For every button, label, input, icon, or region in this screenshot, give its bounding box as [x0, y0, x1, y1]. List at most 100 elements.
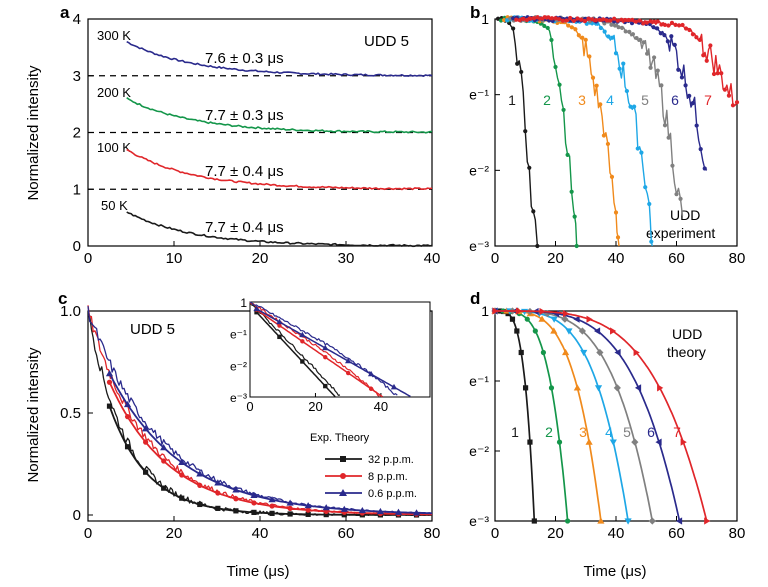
panel-c-theory-marker [412, 509, 421, 516]
panel-a-series-line [126, 40, 433, 77]
panel-b-series-line [506, 16, 653, 247]
panel-b-data-point [616, 25, 621, 30]
panel-b-data-point [606, 34, 611, 39]
panel-b-data-point [680, 22, 685, 28]
panel-a-ytick-label: 4 [73, 11, 81, 28]
panel-b-data-point [615, 18, 620, 23]
panel-d-series-marker [524, 316, 530, 322]
panel-a-xtick-label: 10 [166, 250, 183, 267]
panel-b-data-point [527, 165, 532, 170]
panel-c-theory-marker [233, 508, 239, 514]
panel-b-data-point [711, 71, 717, 77]
panel-b-data-point [647, 201, 652, 207]
panel-c-theory-marker [269, 503, 275, 509]
panel-d-series-marker [596, 348, 604, 357]
panel-b-data-point [528, 16, 533, 21]
panel-b-series-line [509, 16, 684, 216]
panel-c-theory-marker [233, 496, 239, 502]
panel-d-series-marker [594, 385, 603, 392]
panel-d-series-marker [561, 315, 569, 323]
panel-b-data-point [546, 15, 551, 20]
inset-theory-marker [322, 344, 329, 351]
panel-c-theory-marker [286, 499, 294, 506]
panel-b-series-label: 7 [704, 92, 712, 108]
panel-b-data-point [598, 102, 603, 107]
panel-b-data-point [553, 64, 558, 70]
panel-b-data-point [602, 29, 607, 34]
panel-b-xtick-label: 40 [608, 250, 625, 267]
panel-b-data-point [609, 174, 615, 179]
panel-b-data-point [557, 17, 562, 22]
panel-d-series-line [495, 310, 602, 522]
panel-label-a: a [60, 3, 70, 22]
inset-theory-marker [345, 370, 351, 376]
panel-a-xtick-label: 40 [424, 250, 441, 267]
panel-d-series-marker [565, 328, 573, 335]
panel-c-theory-marker [304, 502, 312, 509]
panel-b-data-point [545, 25, 550, 31]
panel-d-series-marker [514, 328, 520, 334]
panel-b-data-point [641, 21, 646, 26]
panel-d-series-marker [531, 518, 537, 524]
panel-b-data-point [701, 53, 706, 58]
inset-ytick-label: e⁻¹ [230, 328, 247, 342]
panel-d-xtick-label: 20 [547, 525, 564, 542]
panel-b-data-point [564, 18, 569, 23]
panel-b-data-point [665, 39, 670, 44]
panel-b-data-point [617, 66, 622, 71]
panel-b-annotation-1: UDD [670, 207, 700, 223]
inset-xtick-label: 0 [246, 399, 253, 414]
panel-c-theory-marker [214, 479, 222, 486]
panel-c-theory-marker [197, 501, 203, 508]
panel-d-axes-frame [494, 310, 738, 522]
panel-b-data-point [694, 35, 699, 40]
inset-theory-line [256, 309, 383, 398]
panel-c-theory-marker [142, 425, 150, 432]
panel-b-data-point [561, 107, 566, 113]
panel-d-annotation-2: theory [667, 344, 706, 360]
panel-b-annotation-2: experiment [646, 225, 715, 241]
panel-d-series-marker [518, 349, 524, 356]
panel-d-series-marker [614, 348, 621, 357]
panel-d-series-label: 1 [511, 424, 519, 440]
label-50k: 50 K [101, 198, 128, 213]
panel-b-data-point [662, 123, 668, 128]
panel-b-data-point [587, 54, 592, 59]
panel-b-data-point [621, 61, 626, 66]
panel-label-c: c [58, 289, 67, 308]
panel-d-series-marker [573, 384, 581, 391]
panel-d-series-marker [657, 384, 664, 392]
panel-b-data-point [630, 17, 635, 22]
panel-b-data-point [679, 75, 685, 80]
panel-b-data-point [702, 166, 707, 171]
panel-b-data-point [676, 67, 681, 72]
panel-d-series-marker [580, 349, 588, 357]
panel-b-data-point [670, 163, 675, 168]
panel-d-annotation-1: UDD [672, 326, 702, 342]
panel-c-theory-marker [197, 482, 203, 488]
label-300k: 300 K [97, 28, 131, 43]
panel-b-data-point [542, 23, 547, 29]
panel-c-theory-marker [215, 490, 221, 496]
panel-b-data-point [683, 26, 689, 31]
inset-theory-marker [368, 386, 374, 392]
panel-b-data-point [569, 189, 574, 194]
panel-c-theory-marker [106, 379, 113, 385]
panel-b-data-point [659, 22, 664, 27]
panel-b-data-point [515, 61, 520, 66]
panel-d-series-marker [556, 439, 563, 445]
panel-b-data-point [690, 101, 695, 106]
inset-theory-marker [344, 357, 352, 364]
panel-b-data-point [535, 15, 540, 20]
panel-d-series-marker [561, 348, 570, 356]
panel-a-ytick-label: 0 [73, 238, 81, 255]
panel-d-series-marker [509, 316, 516, 322]
panel-b-data-point [722, 87, 728, 92]
panel-b-data-point [594, 83, 599, 88]
panel-b-data-point [586, 16, 591, 21]
panel-d-series-marker [610, 327, 617, 335]
inset-experiment-line [249, 301, 341, 396]
panel-b-data-point [644, 20, 649, 25]
inset-ytick-label: e⁻³ [230, 391, 247, 405]
panel-b-data-point [704, 58, 709, 63]
